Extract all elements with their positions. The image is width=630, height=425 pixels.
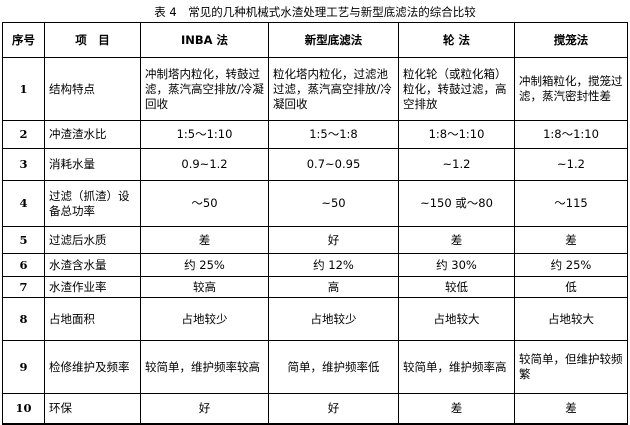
table-row: 4 过滤（抓渣）设备总功率 ～50 ~50 ~150 或～80 ～115 xyxy=(2,180,628,227)
row-value: 1:5～1:10 xyxy=(140,120,269,149)
row-value: ~150 或～80 xyxy=(398,180,515,227)
row-value: 好 xyxy=(140,393,269,425)
row-value: 约 25% xyxy=(514,253,628,277)
row-value: 较高 xyxy=(140,276,269,298)
row-value: ~50 xyxy=(268,180,399,227)
row-number: 2 xyxy=(2,120,45,149)
row-number: 1 xyxy=(2,57,45,121)
row-number: 3 xyxy=(2,148,45,181)
table-caption: 表 4 常见的几种机械式水渣处理工艺与新型底滤法的综合比较 xyxy=(154,5,476,19)
row-item: 环保 xyxy=(44,393,141,425)
row-item: 检修维护及频率 xyxy=(44,340,141,394)
table-row: 1 结构特点 冲制塔内粒化，转鼓过滤，蒸汽高空排放/冷凝回收 粒化塔内粒化，过滤池过滤… xyxy=(2,57,628,121)
row-value: 0.9~1.2 xyxy=(140,148,269,181)
row-number: 9 xyxy=(2,340,45,394)
header-no: 序号 xyxy=(2,22,45,58)
row-value: 1:8～1:10 xyxy=(514,120,628,149)
row-value: ~1.2 xyxy=(514,148,628,181)
row-value: ～115 xyxy=(514,180,628,227)
row-value: 约 12% xyxy=(268,253,399,277)
row-number: 5 xyxy=(2,226,45,254)
table-row: 2 冲渣渣水比 1:5～1:10 1:5～1:8 1:8～1:10 1:8～1:10 xyxy=(2,120,628,149)
row-item: 占地面积 xyxy=(44,297,141,341)
row-value: 粒化轮（或粒化箱）粒化，转鼓过滤，高空排放 xyxy=(398,57,515,121)
row-value: ~1.2 xyxy=(398,148,515,181)
row-value: 好 xyxy=(268,393,399,425)
row-value: 1:5～1:8 xyxy=(268,120,399,149)
header-row: 序号 项 目 INBA 法 新型底滤法 轮 法 搅笼法 xyxy=(2,22,628,58)
row-item: 过滤（抓渣）设备总功率 xyxy=(44,180,141,227)
row-value: 较简单，维护频率高 xyxy=(398,340,515,394)
row-value: 低 xyxy=(514,276,628,298)
row-value: 占地较大 xyxy=(514,297,628,341)
row-item: 消耗水量 xyxy=(44,148,141,181)
row-value: 差 xyxy=(398,393,515,425)
row-value: 0.7~0.95 xyxy=(268,148,399,181)
row-number: 10 xyxy=(2,393,45,425)
row-value: ～50 xyxy=(140,180,269,227)
table-row: 7 水渣作业率 较高高较低低 xyxy=(2,276,628,298)
table-row: 6 水渣含水量约 25% 约 12% 约 30% 约 25% xyxy=(2,253,628,277)
table-row: 5 过滤后水质差好差差 xyxy=(2,226,628,254)
header-item: 项 目 xyxy=(44,22,141,58)
row-value: 简单，维护频率低 xyxy=(268,340,399,394)
table-row: 3 消耗水量 0.9~1.2 0.7~0.95 ~1.2 ~1.2 xyxy=(2,148,628,181)
row-value: 好 xyxy=(268,226,399,254)
row-value: 差 xyxy=(398,226,515,254)
row-value: 高 xyxy=(268,276,399,298)
row-value: 冲制箱粒化，搅笼过滤，蒸汽密封性差 xyxy=(514,57,628,121)
table-row: 8 占地面积 占地较少 占地较少 占地较大 占地较大 xyxy=(2,297,628,341)
row-item: 过滤后水质 xyxy=(44,226,141,254)
row-value: 较低 xyxy=(398,276,515,298)
row-value: 1:8～1:10 xyxy=(398,120,515,149)
row-item: 水渣作业率 xyxy=(44,276,141,298)
row-value: 较简单，但维护较频繁 xyxy=(514,340,628,394)
row-number: 7 xyxy=(2,276,45,298)
row-number: 8 xyxy=(2,297,45,341)
header-bottom-filter: 新型底滤法 xyxy=(268,22,399,58)
row-value: 冲制塔内粒化，转鼓过滤，蒸汽高空排放/冷凝回收 xyxy=(140,57,269,121)
table-row: 10 环保好好差差 xyxy=(2,393,628,425)
row-value: 粒化塔内粒化，过滤池过滤，蒸汽高空排放/冷凝回收 xyxy=(268,57,399,121)
row-value: 约 25% xyxy=(140,253,269,277)
row-value: 占地较大 xyxy=(398,297,515,341)
comparison-table: 序号 项 目 INBA 法 新型底滤法 轮 法 搅笼法 1 结构特点 冲制塔内粒化，… xyxy=(2,22,628,425)
row-number: 4 xyxy=(2,180,45,227)
row-value: 差 xyxy=(140,226,269,254)
row-value: 占地较少 xyxy=(268,297,399,341)
row-value: 差 xyxy=(514,393,628,425)
row-value: 较简单，维护频率较高 xyxy=(140,340,269,394)
header-wheel: 轮 法 xyxy=(398,22,515,58)
row-value: 约 30% xyxy=(398,253,515,277)
row-number: 6 xyxy=(2,253,45,277)
row-value: 差 xyxy=(514,226,628,254)
table-row: 9 检修维护及频率 较简单，维护频率较高 简单，维护频率低 较简单，维护频率高 较简单，但… xyxy=(2,340,628,394)
row-item: 结构特点 xyxy=(44,57,141,121)
row-value: 占地较少 xyxy=(140,297,269,341)
row-item: 水渣含水量 xyxy=(44,253,141,277)
header-inba: INBA 法 xyxy=(140,22,269,58)
row-item: 冲渣渣水比 xyxy=(44,120,141,149)
header-screw: 搅笼法 xyxy=(514,22,628,58)
